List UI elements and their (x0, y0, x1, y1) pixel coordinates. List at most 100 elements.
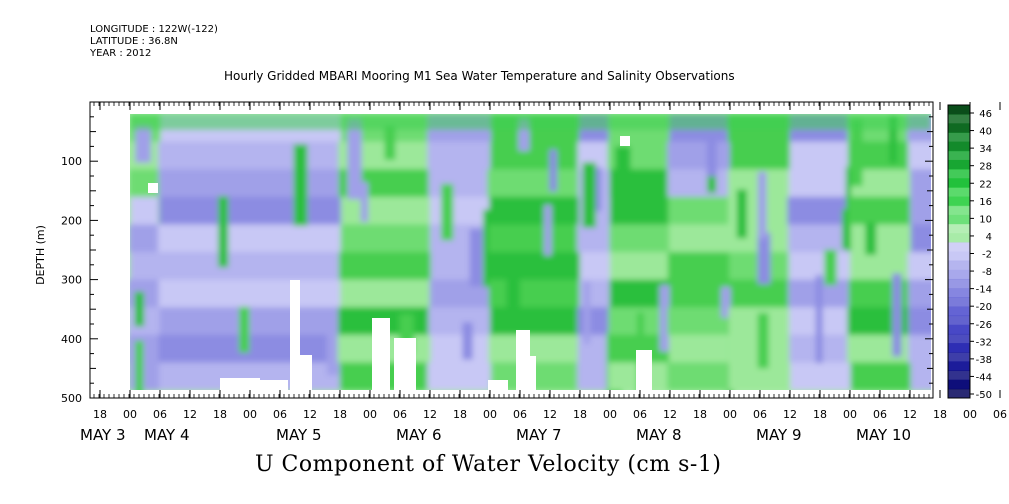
x-hour-tick-label: 06 (273, 408, 287, 421)
field-cell (729, 141, 796, 170)
field-cell (158, 279, 345, 308)
latitude-label: LATITUDE : 36.8N (90, 36, 178, 47)
field-cell (667, 362, 734, 390)
field-cell (577, 224, 614, 253)
field-cell (489, 307, 586, 336)
x-hour-tick-label: 12 (783, 408, 797, 421)
field-cell (488, 334, 585, 363)
x-hour-tick-label: 00 (123, 408, 137, 421)
field-cell (668, 196, 735, 225)
colorbar-swatch (948, 141, 970, 152)
longitude-label: LONGITUDE : 122W(-122) (90, 24, 218, 35)
x-day-label: MAY 3 (80, 426, 126, 444)
missing-data-patch (290, 280, 300, 390)
x-day-label: MAY 8 (636, 426, 682, 444)
field-cell (428, 169, 495, 198)
field-cell (847, 307, 914, 336)
field-cell (340, 224, 437, 253)
field-cell (667, 141, 734, 170)
field-streak (135, 340, 144, 390)
y-tick-label: 400 (61, 333, 82, 346)
colorbar-swatch (948, 306, 970, 317)
colorbar-swatch (948, 324, 970, 335)
x-hour-tick-label: 12 (903, 408, 917, 421)
field-cell (609, 224, 676, 253)
colorbar-swatch (948, 370, 970, 381)
field-streak (757, 313, 769, 369)
x-hour-tick-label: 18 (933, 408, 947, 421)
colorbar-label: 22 (979, 179, 992, 190)
colorbar-swatch (948, 205, 970, 216)
colorbar-swatch (948, 388, 970, 399)
x-hour-tick-label: 06 (873, 408, 887, 421)
missing-data-patch (148, 183, 158, 193)
field-cell (158, 334, 345, 363)
x-day-label: MAY 10 (856, 426, 911, 444)
colorbar-swatch (948, 352, 970, 362)
colorbar-swatch (948, 214, 970, 225)
field-cell (488, 224, 585, 253)
field-streak (326, 311, 340, 376)
y-tick-label: 100 (61, 155, 82, 168)
field-streak (757, 171, 767, 239)
x-hour-tick-label: 18 (453, 408, 467, 421)
field-cell (907, 334, 931, 363)
field-cell (850, 362, 917, 390)
x-hour-tick-label: 12 (663, 408, 677, 421)
field-streak (360, 182, 369, 222)
x-hour-tick-label: 18 (93, 408, 107, 421)
field-streak (506, 265, 520, 314)
field-streak (892, 273, 902, 357)
x-hour-tick-label: 00 (963, 408, 977, 421)
colorbar-label: -38 (976, 355, 992, 366)
field-streak (736, 189, 747, 239)
field-cell (157, 252, 344, 280)
field-cell (790, 362, 857, 390)
x-hour-tick-label: 12 (543, 408, 557, 421)
field-streak (865, 223, 877, 255)
y-tick-label: 300 (61, 274, 82, 287)
y-axis-label: DEPTH (m) (34, 225, 47, 285)
missing-data-patch (220, 378, 260, 390)
x-hour-tick-label: 00 (243, 408, 257, 421)
y-axis: 100 200 300 400 500 (61, 116, 933, 405)
x-hour-tick-label: 12 (183, 408, 197, 421)
field-cell (488, 279, 585, 308)
x-hour-tick-label: 18 (213, 408, 227, 421)
field-cell (849, 252, 916, 280)
field-cell (667, 169, 734, 198)
field-streak (469, 228, 483, 287)
field-cell (130, 307, 164, 336)
field-cell (910, 224, 931, 253)
field-cell (788, 169, 855, 198)
field-cell (159, 307, 346, 336)
missing-data-patch (300, 355, 312, 390)
colorbar-label: -20 (976, 302, 992, 313)
colorbar: 46 40 34 28 22 16 10 4 -2 -8 -14 -20 -26 -32 -38 -44 -50 (947, 104, 992, 401)
colorbar-label: -26 (976, 320, 992, 331)
field-streak (238, 306, 250, 353)
missing-data-patch (258, 380, 288, 390)
field-cell (340, 196, 437, 225)
field-cell (487, 169, 584, 198)
field-cell (789, 141, 856, 170)
colorbar-label: -44 (976, 372, 992, 383)
field-cell (157, 141, 344, 170)
field-streak (582, 162, 596, 228)
colorbar-swatch (948, 269, 970, 280)
no-data-bottom (130, 390, 931, 397)
colorbar-label: -50 (976, 390, 992, 401)
field-cell (908, 307, 931, 336)
field-streak (889, 115, 898, 164)
x-hour-tick-label: 00 (723, 408, 737, 421)
x-day-label: MAY 7 (516, 426, 562, 444)
field-cell (908, 279, 931, 308)
missing-data-patch (620, 136, 630, 146)
x-hour-tick-label: 06 (393, 408, 407, 421)
colorbar-label: -8 (982, 267, 992, 278)
field-streak (1000, 229, 1007, 314)
colorbar-swatch (948, 114, 970, 124)
field-cell (669, 224, 736, 253)
colorbar-swatch (948, 233, 970, 243)
